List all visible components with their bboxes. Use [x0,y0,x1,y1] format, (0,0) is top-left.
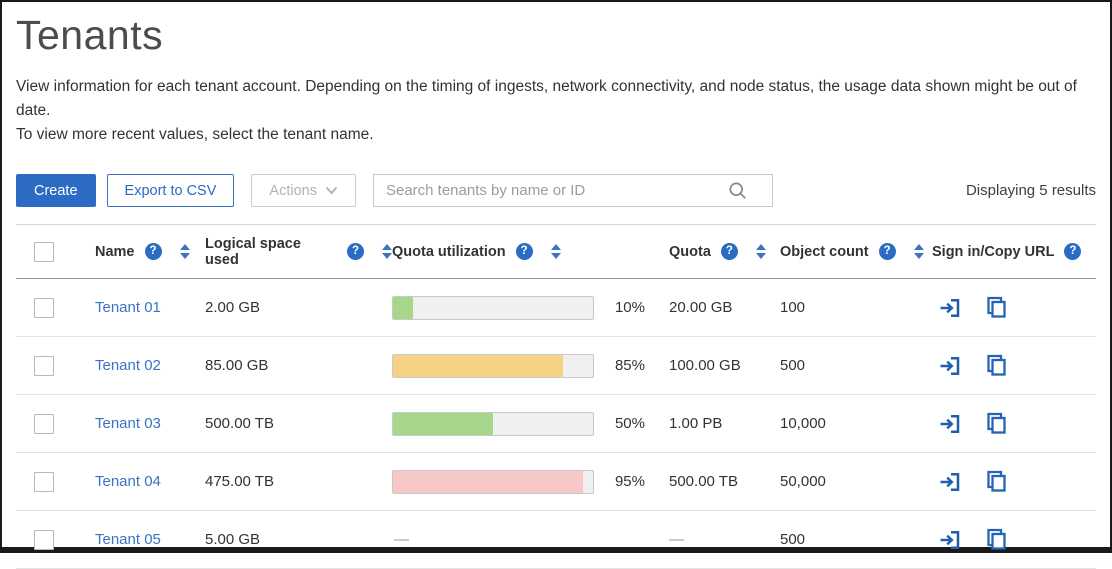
quota-utilization-bar [392,353,594,378]
quota-utilization-bar [392,469,594,494]
help-icon[interactable] [144,243,162,261]
table-row: Tenant 05 5.00 GB — — 500 [16,511,1096,569]
table-header-row: Name Logical space used Quota utilizatio… [16,224,1096,279]
select-all-checkbox[interactable] [34,241,54,262]
create-button[interactable]: Create [16,174,96,208]
page-description: View information for each tenant account… [16,75,1096,147]
table-body: Tenant 01 2.00 GB 10% 20.00 GB 100 [16,279,1096,569]
quota-utilization-bar [392,295,594,320]
sort-icon[interactable] [755,244,766,260]
copy-url-icon[interactable] [984,527,1009,552]
tenants-table: Name Logical space used Quota utilizatio… [16,224,1096,569]
copy-url-icon[interactable] [984,411,1009,436]
row-checkbox[interactable] [34,297,54,318]
row-checkbox[interactable] [34,355,54,376]
object-count-value: 500 [780,357,806,375]
column-header-signin-copy-url: Sign in/Copy URL [932,243,1055,260]
quota-value: 1.00 PB [669,415,723,433]
chevron-down-icon [325,186,338,195]
tenant-name-link[interactable]: Tenant 01 [95,299,161,317]
object-count-value: 10,000 [780,415,826,433]
tenant-name-link[interactable]: Tenant 05 [95,531,161,549]
quota-utilization-bar [392,411,594,436]
table-row: Tenant 02 85.00 GB 85% 100.00 GB 500 [16,337,1096,395]
help-icon[interactable] [1064,243,1082,261]
help-icon[interactable] [878,243,896,261]
row-checkbox[interactable] [34,529,54,550]
logical-space-value: 475.00 TB [205,473,274,491]
sort-icon[interactable] [913,244,924,260]
table-row: Tenant 04 475.00 TB 95% 500.00 TB 50,000 [16,453,1096,511]
column-header-quota: Quota [669,243,711,260]
actions-dropdown-button[interactable]: Actions [251,174,356,208]
tenant-name-link[interactable]: Tenant 04 [95,473,161,491]
page-title: Tenants [16,12,164,58]
copy-url-icon[interactable] [984,295,1009,320]
page-description-line1: View information for each tenant account… [16,78,1077,120]
help-icon[interactable] [347,243,364,261]
toolbar: Create Export to CSV Actions Displaying … [16,174,1096,208]
column-header-quota-utilization: Quota utilization [392,243,506,260]
sign-in-icon[interactable] [938,412,962,436]
search-icon[interactable] [728,181,747,200]
row-checkbox[interactable] [34,471,54,492]
search-container [372,174,773,208]
quota-utilization-percent: 85% [614,357,645,375]
quota-utilization-percent: — [394,531,409,549]
column-header-logical-space: Logical space used [205,235,301,268]
actions-dropdown-label: Actions [269,182,317,199]
quota-value: 20.00 GB [669,299,733,317]
row-checkbox[interactable] [34,413,54,434]
table-row: Tenant 01 2.00 GB 10% 20.00 GB 100 [16,279,1096,337]
quota-value: 100.00 GB [669,357,741,375]
sign-in-icon[interactable] [938,470,962,494]
object-count-value: 500 [780,531,806,549]
tenant-name-link[interactable]: Tenant 03 [95,415,161,433]
search-input[interactable] [372,174,773,208]
object-count-value: 50,000 [780,473,826,491]
logical-space-value: 500.00 TB [205,415,274,433]
sort-icon[interactable] [382,244,392,260]
quota-utilization-percent: 10% [614,299,645,317]
table-row: Tenant 03 500.00 TB 50% 1.00 PB 10,000 [16,395,1096,453]
results-count: Displaying 5 results [965,182,1096,200]
page-description-line2: To view more recent values, select the t… [16,126,374,144]
help-icon[interactable] [515,243,533,261]
sort-icon[interactable] [550,244,561,260]
copy-url-icon[interactable] [984,353,1009,378]
quota-utilization-percent: 95% [614,473,645,491]
help-icon[interactable] [720,243,738,261]
quota-utilization-percent: 50% [614,415,645,433]
sign-in-icon[interactable] [938,354,962,378]
column-header-object-count: Object count [780,243,869,260]
sign-in-icon[interactable] [938,296,962,320]
quota-value: 500.00 TB [669,473,738,491]
copy-url-icon[interactable] [984,469,1009,494]
object-count-value: 100 [780,299,806,317]
logical-space-value: 85.00 GB [205,357,269,375]
logical-space-value: 5.00 GB [205,531,261,549]
quota-value: — [669,531,684,549]
logical-space-value: 2.00 GB [205,299,261,317]
sign-in-icon[interactable] [938,528,962,552]
tenant-name-link[interactable]: Tenant 02 [95,357,161,375]
export-csv-button[interactable]: Export to CSV [106,174,235,208]
sort-icon[interactable] [179,244,190,260]
column-header-name: Name [95,243,135,260]
